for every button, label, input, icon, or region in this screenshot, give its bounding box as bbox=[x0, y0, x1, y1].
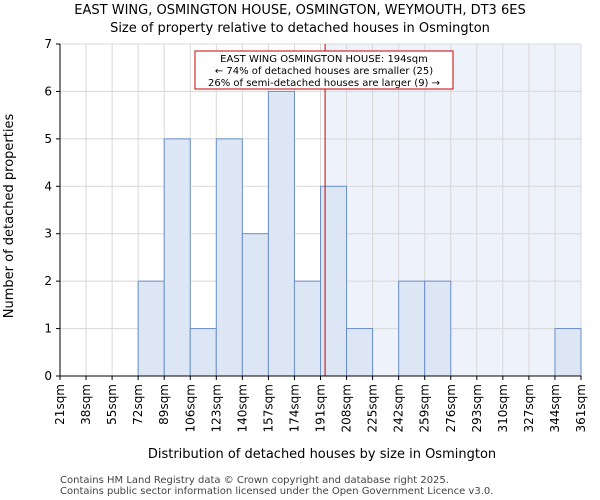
y-axis-label: Number of detached properties bbox=[2, 114, 17, 319]
y-tick-label: 7 bbox=[44, 37, 52, 51]
bar-259sqm bbox=[424, 280, 452, 377]
chart-title: EAST WING, OSMINGTON HOUSE, OSMINGTON, W… bbox=[74, 3, 525, 18]
x-tick-label: 174sqm bbox=[287, 384, 301, 432]
x-tick-label: 242sqm bbox=[392, 384, 406, 432]
x-tick-label: 191sqm bbox=[314, 384, 328, 432]
x-tick-label: 293sqm bbox=[470, 384, 484, 432]
x-tick-label: 276sqm bbox=[444, 384, 458, 432]
x-tick-labels: 21sqm 38sqm 55sqm 72sqm 89sqm 106sqm 123sqm 140… bbox=[53, 384, 588, 432]
x-tick-label: 72sqm bbox=[131, 384, 145, 425]
x-tick-label: 55sqm bbox=[105, 384, 119, 425]
x-axis-label: Distribution of detached houses by size … bbox=[148, 447, 496, 462]
x-tick-label: 157sqm bbox=[261, 384, 275, 432]
larger-properties-region bbox=[325, 44, 581, 376]
bar-106sqm bbox=[189, 328, 217, 377]
bar-157sqm bbox=[267, 90, 295, 377]
x-tick-label: 140sqm bbox=[235, 384, 249, 432]
x-tick-label: 327sqm bbox=[522, 384, 536, 432]
bar-174sqm bbox=[293, 280, 322, 377]
x-tick-label: 310sqm bbox=[496, 384, 510, 432]
y-tick-labels: 0 1 2 3 4 5 6 7 bbox=[44, 37, 52, 383]
x-tick-label: 106sqm bbox=[183, 384, 197, 432]
x-tick-label: 21sqm bbox=[53, 384, 67, 425]
annotation-line-2: ← 74% of detached houses are smaller (25… bbox=[215, 66, 433, 77]
y-tick-label: 3 bbox=[44, 227, 52, 241]
y-tick-label: 2 bbox=[44, 274, 52, 288]
x-tick-label: 89sqm bbox=[157, 384, 171, 425]
annotation-line-3: 26% of semi-detached houses are larger (… bbox=[208, 78, 440, 89]
bar-208sqm bbox=[346, 328, 374, 377]
annotation-line-1: EAST WING OSMINGTON HOUSE: 194sqm bbox=[220, 54, 428, 65]
x-tick-label: 225sqm bbox=[366, 384, 380, 432]
axes bbox=[56, 43, 582, 380]
x-tick-label: 361sqm bbox=[574, 384, 588, 432]
x-tick-label: 38sqm bbox=[79, 384, 93, 425]
y-tick-label: 4 bbox=[44, 179, 52, 193]
bar-123sqm bbox=[215, 138, 243, 377]
y-tick-label: 6 bbox=[44, 84, 52, 98]
footer-copyright: Contains HM Land Registry data © Crown c… bbox=[60, 475, 449, 486]
bar-140sqm bbox=[241, 233, 269, 377]
y-tick-label: 5 bbox=[44, 132, 52, 146]
bar-72sqm bbox=[137, 280, 165, 377]
bar-242sqm bbox=[398, 280, 426, 377]
x-tick-label: 344sqm bbox=[548, 384, 562, 432]
x-tick-label: 208sqm bbox=[340, 384, 354, 432]
bar-191sqm bbox=[320, 185, 348, 377]
bar-344sqm bbox=[554, 328, 582, 377]
x-tick-label: 123sqm bbox=[209, 384, 223, 432]
bar-89sqm bbox=[163, 138, 191, 377]
annotation-border bbox=[194, 50, 454, 90]
y-tick-label: 0 bbox=[44, 369, 52, 383]
footer-licence: Contains public sector information licen… bbox=[60, 486, 493, 497]
x-tick-label: 259sqm bbox=[418, 384, 432, 432]
annotation-box: EAST WING OSMINGTON HOUSE: 194sqm ← 74% … bbox=[194, 50, 454, 90]
chart-subtitle: Size of property relative to detached ho… bbox=[110, 21, 490, 36]
y-tick-label: 1 bbox=[44, 322, 52, 336]
